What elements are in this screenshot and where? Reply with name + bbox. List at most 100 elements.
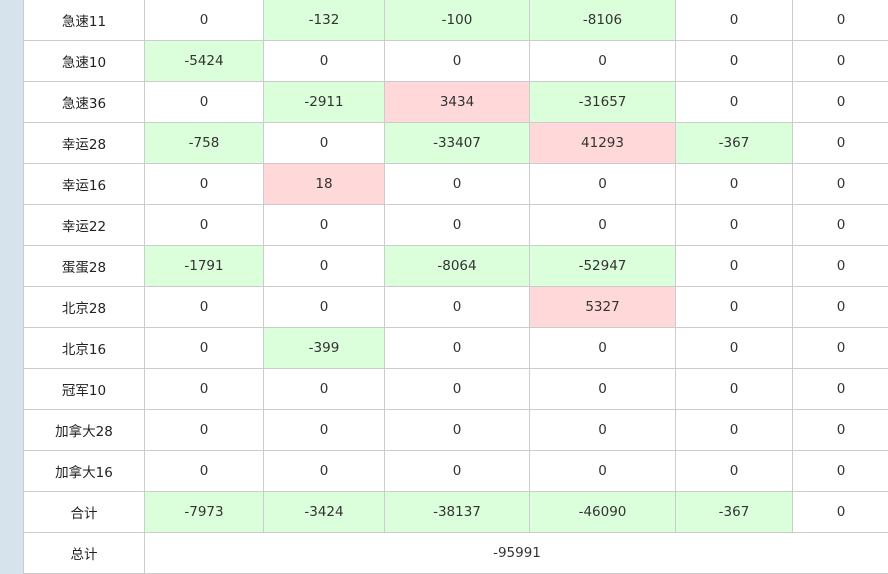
value-cell: 0 — [675, 245, 793, 287]
value-cell: 0 — [263, 409, 385, 451]
table-row: 幸运22 0 0 0 0 0 0 — [23, 204, 888, 246]
value-cell: 0 — [792, 409, 888, 451]
table-row: 急速10 -5424 0 0 0 0 0 — [23, 40, 888, 82]
value-cell: 0 — [792, 204, 888, 246]
value-cell: 0 — [144, 286, 264, 328]
value-cell: 0 — [675, 204, 793, 246]
value-cell: -367 — [675, 122, 793, 164]
value-cell: 0 — [675, 327, 793, 369]
value-cell: 0 — [384, 368, 530, 410]
value-cell: -3424 — [263, 491, 385, 533]
row-label: 北京28 — [23, 286, 145, 328]
row-label: 加拿大16 — [23, 450, 145, 492]
value-cell: 0 — [675, 81, 793, 123]
value-cell: 3434 — [384, 81, 530, 123]
grand-total-value: -95991 — [144, 532, 888, 574]
value-cell: 0 — [263, 40, 385, 82]
grand-total-label: 总计 — [23, 532, 145, 574]
value-cell: 0 — [792, 327, 888, 369]
value-cell: 0 — [263, 286, 385, 328]
subtotal-row: 合计 -7973 -3424 -38137 -46090 -367 0 — [23, 491, 888, 533]
value-cell: 0 — [144, 409, 264, 451]
value-cell: -33407 — [384, 122, 530, 164]
value-cell: -100 — [384, 0, 530, 41]
value-cell: 0 — [144, 163, 264, 205]
table-row: 加拿大28 0 0 0 0 0 0 — [23, 409, 888, 451]
value-cell: 0 — [384, 204, 530, 246]
value-cell: -8064 — [384, 245, 530, 287]
value-cell: 0 — [384, 163, 530, 205]
row-label: 急速11 — [23, 0, 145, 41]
value-cell: 0 — [792, 450, 888, 492]
value-cell: 0 — [529, 163, 676, 205]
value-cell: -132 — [263, 0, 385, 41]
value-cell: 0 — [144, 81, 264, 123]
value-cell: 0 — [675, 163, 793, 205]
profit-stats-table: 急速11 0 -132 -100 -8106 0 0 急速10 -5424 0 0 0 0 0 急速36 0-… — [23, 0, 888, 574]
table-row: 急速11 0 -132 -100 -8106 0 0 — [23, 0, 888, 41]
value-cell: 0 — [384, 327, 530, 369]
value-cell: -2911 — [263, 81, 385, 123]
value-cell: 41293 — [529, 122, 676, 164]
value-cell: 0 — [263, 368, 385, 410]
value-cell: 0 — [792, 0, 888, 41]
value-cell: 0 — [263, 245, 385, 287]
table-row: 幸运16 0 18 0 0 0 0 — [23, 163, 888, 205]
table-row: 幸运28 -758 0 -33407 41293 -367 0 — [23, 122, 888, 164]
value-cell: 0 — [529, 368, 676, 410]
value-cell: 0 — [384, 450, 530, 492]
value-cell: 0 — [792, 368, 888, 410]
value-cell: 0 — [529, 204, 676, 246]
value-cell: -38137 — [384, 491, 530, 533]
value-cell: 0 — [384, 40, 530, 82]
table-row: 北京16 0 -399 0 0 0 0 — [23, 327, 888, 369]
value-cell: 0 — [792, 81, 888, 123]
stats-table-container: 急速11 0 -132 -100 -8106 0 0 急速10 -5424 0 0 0 0 0 急速36 0-… — [23, 0, 888, 574]
table-row: 冠军10 0 0 0 0 0 0 — [23, 368, 888, 410]
value-cell: 0 — [529, 450, 676, 492]
value-cell: 0 — [675, 368, 793, 410]
table-body: 急速11 0 -132 -100 -8106 0 0 急速10 -5424 0 0 0 0 0 急速36 0-… — [23, 0, 888, 574]
value-cell: -31657 — [529, 81, 676, 123]
value-cell: 0 — [144, 450, 264, 492]
left-sidebar-strip — [0, 0, 23, 574]
row-label: 幸运22 — [23, 204, 145, 246]
value-cell: 0 — [675, 286, 793, 328]
value-cell: 5327 — [529, 286, 676, 328]
row-label: 急速10 — [23, 40, 145, 82]
value-cell: 0 — [675, 40, 793, 82]
value-cell: -399 — [263, 327, 385, 369]
row-label: 北京16 — [23, 327, 145, 369]
value-cell: -52947 — [529, 245, 676, 287]
table-row: 急速36 0 -2911 3434 -31657 0 0 — [23, 81, 888, 123]
value-cell: -1791 — [144, 245, 264, 287]
row-label: 幸运28 — [23, 122, 145, 164]
value-cell: 0 — [675, 0, 793, 41]
value-cell: 0 — [529, 327, 676, 369]
table-row: 加拿大16 0 0 0 0 0 0 — [23, 450, 888, 492]
value-cell: 0 — [792, 122, 888, 164]
value-cell: 0 — [792, 286, 888, 328]
value-cell: 18 — [263, 163, 385, 205]
grand-total-row: 总计 -95991 — [23, 532, 888, 574]
value-cell: -8106 — [529, 0, 676, 41]
row-label: 冠军10 — [23, 368, 145, 410]
value-cell: 0 — [263, 450, 385, 492]
value-cell: 0 — [792, 245, 888, 287]
row-label: 幸运16 — [23, 163, 145, 205]
value-cell: 0 — [263, 204, 385, 246]
value-cell: 0 — [144, 204, 264, 246]
value-cell: 0 — [384, 409, 530, 451]
value-cell: 0 — [792, 163, 888, 205]
value-cell: 0 — [675, 450, 793, 492]
value-cell: 0 — [529, 409, 676, 451]
value-cell: 0 — [675, 409, 793, 451]
value-cell: 0 — [263, 122, 385, 164]
row-label: 急速36 — [23, 81, 145, 123]
value-cell: -758 — [144, 122, 264, 164]
table-row: 北京28 0 0 0 5327 0 0 — [23, 286, 888, 328]
value-cell: 0 — [144, 327, 264, 369]
value-cell: 0 — [144, 368, 264, 410]
row-label: 合计 — [23, 491, 145, 533]
row-label: 蛋蛋28 — [23, 245, 145, 287]
